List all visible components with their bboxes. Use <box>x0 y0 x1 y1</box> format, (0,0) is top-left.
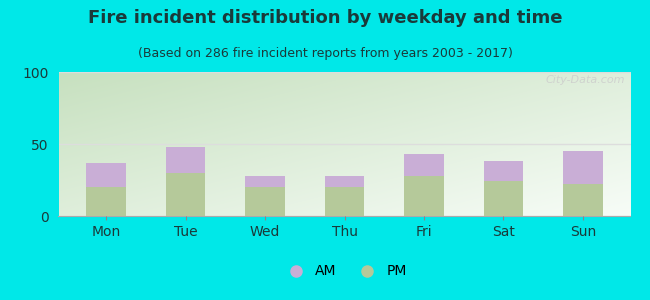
Bar <box>563 151 603 184</box>
Bar <box>404 176 444 216</box>
Bar <box>166 173 205 216</box>
Bar <box>245 187 285 216</box>
Bar <box>563 184 603 216</box>
Bar <box>86 163 126 187</box>
Bar <box>324 187 365 216</box>
Bar <box>404 154 444 176</box>
Text: City-Data.com: City-Data.com <box>545 75 625 85</box>
Bar <box>86 187 126 216</box>
Bar <box>245 176 285 187</box>
Bar <box>166 147 205 173</box>
Text: Fire incident distribution by weekday and time: Fire incident distribution by weekday an… <box>88 9 562 27</box>
Bar <box>484 182 523 216</box>
Legend: AM, PM: AM, PM <box>276 259 413 284</box>
Bar <box>484 161 523 182</box>
Text: (Based on 286 fire incident reports from years 2003 - 2017): (Based on 286 fire incident reports from… <box>138 46 512 59</box>
Bar <box>324 176 365 187</box>
